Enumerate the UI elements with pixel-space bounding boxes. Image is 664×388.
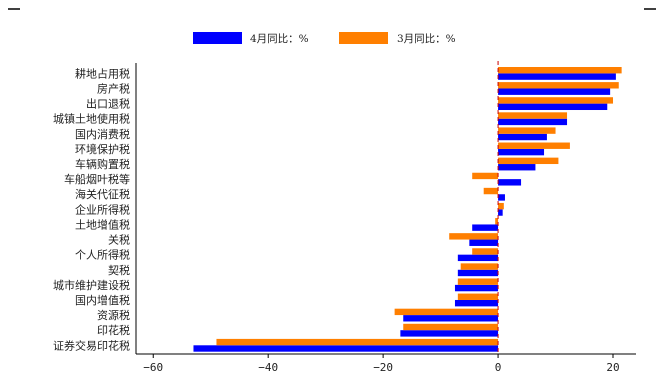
bar-apr-3 — [498, 103, 608, 111]
category-label-11: 土地增值税 — [75, 217, 130, 231]
legend-label-1: 4月同比：% — [250, 32, 309, 45]
bar-apr-4 — [498, 118, 568, 126]
legend-swatch-2 — [339, 32, 388, 44]
category-label-9: 海关代征税 — [75, 187, 130, 201]
bar-mar-4 — [498, 112, 568, 119]
category-label-8: 车船烟叶税等 — [64, 172, 130, 186]
bar-mar-18 — [403, 323, 499, 331]
x-tick-label-1: −60 — [143, 361, 163, 374]
category-label-5: 国内消费税 — [75, 127, 130, 141]
category-label-3: 出口退税 — [86, 97, 130, 111]
bar-apr-1 — [498, 73, 616, 80]
bar-apr-5 — [498, 133, 547, 141]
bar-mar-14 — [460, 263, 499, 270]
bar-apr-12 — [469, 239, 499, 246]
category-labels: 耕地占用税房产税出口退税城镇土地使用税国内消费税环境保护税车辆购置税车船烟叶税等… — [53, 66, 130, 352]
bar-mar-12 — [449, 233, 499, 240]
category-label-16: 国内增值税 — [75, 293, 130, 307]
bar-mar-19 — [216, 338, 499, 346]
category-label-12: 关税 — [108, 233, 130, 247]
bars-group — [193, 67, 622, 352]
category-label-18: 印花税 — [97, 323, 130, 337]
category-label-4: 城镇土地使用税 — [53, 112, 130, 126]
axes-group: −60 −40 −20 0 20 — [8, 8, 656, 374]
bar-apr-6 — [498, 148, 545, 156]
bar-mar-13 — [472, 248, 499, 255]
bar-mar-5 — [498, 127, 556, 134]
bar-apr-7 — [498, 164, 536, 171]
bar-apr-2 — [498, 88, 611, 95]
category-label-17: 资源税 — [97, 308, 130, 322]
bar-apr-13 — [457, 254, 499, 262]
category-label-15: 城市维护建设税 — [53, 278, 130, 292]
bar-mar-1 — [498, 67, 622, 74]
bar-apr-18 — [400, 330, 499, 337]
bar-apr-11 — [472, 224, 499, 231]
bar-mar-8 — [472, 172, 499, 180]
bar-mar-11 — [495, 218, 499, 225]
bar-apr-10 — [498, 209, 503, 216]
bar-mar-15 — [457, 278, 499, 285]
bar-apr-15 — [454, 284, 499, 292]
category-label-2: 房产税 — [97, 82, 130, 96]
x-tick-label-4: 0 — [495, 361, 502, 374]
bar-mar-9 — [483, 187, 499, 195]
bar-apr-8 — [498, 179, 522, 186]
category-label-10: 企业所得税 — [75, 202, 130, 216]
bar-mar-10 — [498, 202, 504, 210]
bar-mar-17 — [394, 308, 499, 316]
bar-mar-7 — [498, 157, 559, 165]
bar-apr-9 — [498, 194, 505, 201]
category-label-19: 证券交易印花税 — [53, 338, 130, 352]
category-label-7: 车辆购置税 — [75, 157, 130, 171]
category-label-6: 环境保护税 — [75, 142, 130, 156]
bar-mar-6 — [498, 142, 570, 149]
category-label-14: 契税 — [108, 263, 130, 277]
x-tick-label-5: 20 — [606, 361, 619, 374]
bar-apr-14 — [457, 269, 499, 277]
bar-mar-2 — [498, 82, 619, 89]
category-label-13: 个人所得税 — [75, 248, 130, 262]
legend-swatch-1 — [193, 32, 242, 44]
bar-apr-19 — [193, 345, 499, 352]
legend: 4月同比：% 3月同比：% — [193, 32, 456, 45]
x-tick-label-2: −40 — [258, 361, 278, 374]
bar-apr-17 — [403, 315, 499, 322]
bar-mar-16 — [457, 293, 499, 300]
bar-apr-16 — [454, 299, 499, 307]
category-label-1: 耕地占用税 — [75, 66, 130, 80]
bar-mar-3 — [498, 97, 614, 104]
legend-label-2: 3月同比：% — [397, 32, 456, 45]
x-tick-label-3: −20 — [373, 361, 393, 374]
